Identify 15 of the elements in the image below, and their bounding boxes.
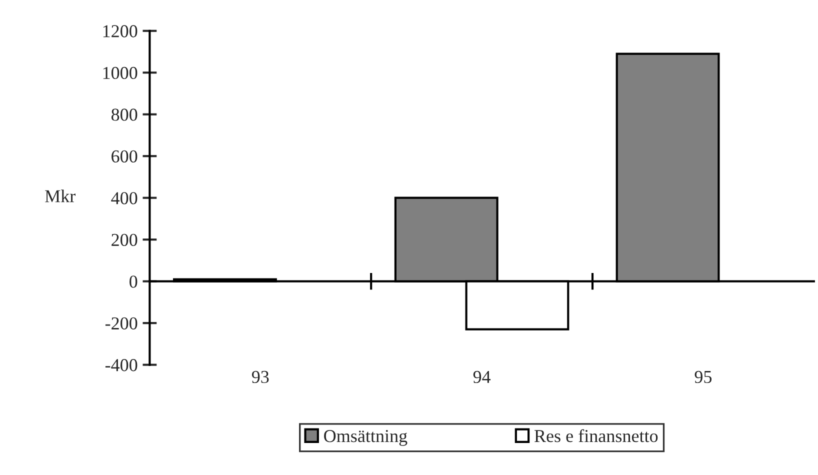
y-tick-label: -400 — [105, 359, 138, 372]
x-tick-label: 95 — [694, 370, 712, 384]
y-tick-label: 800 — [111, 108, 138, 121]
y-tick-label: 400 — [111, 192, 138, 204]
legend-label: Res e finansnetto — [534, 429, 658, 442]
x-tick-label: 94 — [473, 370, 491, 384]
y-tick-label: 1200 — [103, 25, 138, 38]
y-tick-label: 0 — [130, 276, 138, 288]
y-tick-label: 200 — [112, 234, 138, 246]
y-tick-label: 600 — [112, 150, 138, 163]
y-tick-label: 1000 — [103, 66, 138, 80]
y-tick-label: -200 — [105, 317, 138, 330]
x-tick-label: 93 — [252, 370, 269, 384]
y-axis-title: Mkr — [45, 190, 76, 202]
legend-label: Omsättning — [324, 430, 408, 446]
